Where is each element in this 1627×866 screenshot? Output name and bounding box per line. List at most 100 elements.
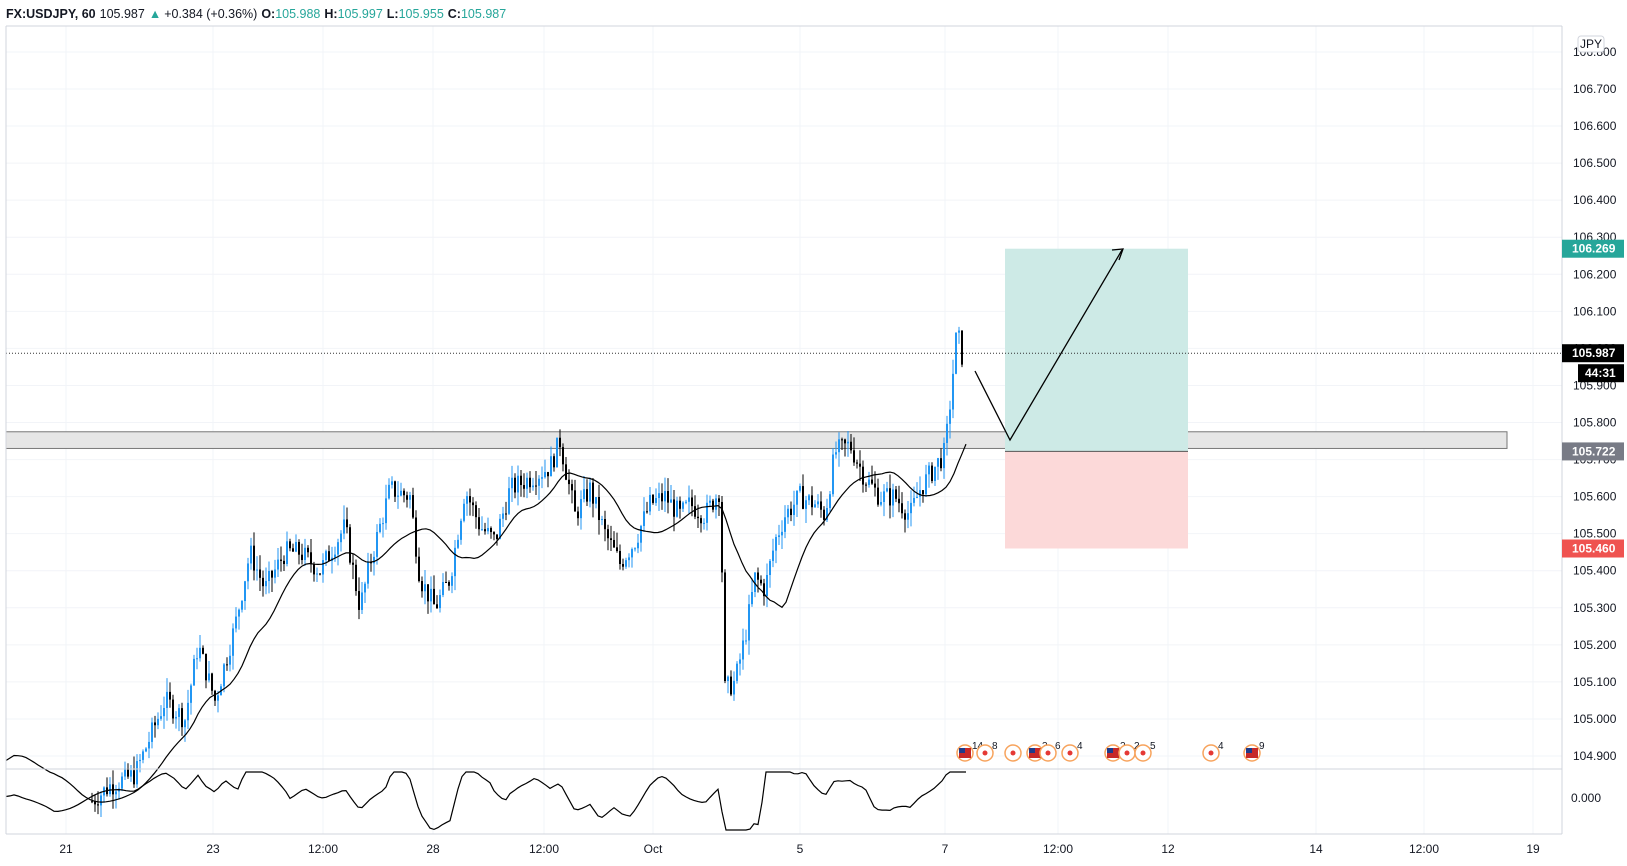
candle — [952, 359, 954, 419]
candle — [805, 495, 807, 523]
event-count-label: 4 — [1077, 741, 1083, 752]
candle — [880, 491, 882, 507]
projection-arrow[interactable] — [974, 249, 1123, 442]
candle — [436, 595, 438, 610]
candle — [634, 547, 636, 552]
candle — [631, 547, 633, 568]
candle — [652, 493, 654, 505]
candle — [637, 533, 639, 554]
candle — [277, 548, 279, 577]
time-tick-label: Oct — [644, 842, 663, 856]
candle — [328, 545, 330, 562]
time-tick-label: 12:00 — [308, 842, 338, 856]
candle — [319, 573, 321, 576]
candle — [136, 754, 138, 788]
candle — [907, 501, 909, 529]
candle — [838, 432, 840, 467]
price-tick-label: 106.500 — [1573, 156, 1617, 170]
candle — [931, 462, 933, 484]
last-price: 105.987 — [99, 7, 145, 21]
event-marker-icon[interactable] — [1004, 744, 1022, 762]
candle — [892, 483, 894, 518]
candle — [529, 471, 531, 493]
candle — [739, 653, 741, 676]
candle — [538, 475, 540, 500]
candle — [733, 671, 735, 701]
candle — [778, 524, 780, 545]
candle — [397, 481, 399, 509]
candle — [421, 576, 423, 598]
candle — [526, 472, 528, 499]
candle — [91, 792, 93, 804]
candle — [928, 462, 930, 488]
candle — [742, 628, 744, 670]
event-marker-icon[interactable]: 8 — [976, 741, 998, 762]
candle — [574, 479, 576, 512]
sr-zone[interactable] — [5, 431, 1508, 449]
time-tick-label: 12:00 — [1043, 842, 1073, 856]
arrow-head-icon — [1111, 248, 1124, 261]
time-tick-label: 14 — [1309, 842, 1323, 856]
candle — [727, 675, 729, 694]
long-position-target-area[interactable] — [1005, 248, 1188, 452]
candle — [901, 492, 903, 519]
candle — [793, 490, 795, 526]
time-axis[interactable]: 21 23 12:00 28 12:00 Oct 5 7 12:00 12 14 12:00 19 — [59, 842, 1540, 856]
candle — [235, 607, 237, 633]
candle — [298, 539, 300, 565]
event-marker-icon[interactable]: 5 — [1134, 741, 1156, 762]
candle — [517, 465, 519, 506]
event-marker-icon[interactable]: 4 — [1061, 741, 1083, 762]
candle — [379, 518, 381, 534]
candle — [358, 577, 360, 620]
candle — [796, 490, 798, 518]
us-flag-event-icon[interactable]: 9 — [1243, 741, 1265, 762]
candle — [640, 524, 642, 552]
candle — [214, 689, 216, 706]
price-axis[interactable]: 106.800106.700106.600106.500106.400106.3… — [1573, 45, 1617, 763]
candle — [559, 429, 561, 457]
candle — [148, 731, 150, 759]
candle — [175, 711, 177, 729]
stop-price-tag: 105.460 — [1562, 539, 1624, 558]
symbol-name[interactable]: FX:USDJPY, 60 — [6, 7, 96, 21]
event-marker-icon[interactable]: 2 — [1118, 741, 1140, 762]
candle — [250, 537, 252, 570]
candle — [895, 486, 897, 503]
candle — [853, 437, 855, 466]
event-count-label: 6 — [1055, 741, 1061, 752]
symbol-header: FX:USDJPY, 60 105.987 ▲ +0.384 (+0.36%) … — [6, 5, 506, 23]
candle — [511, 465, 513, 503]
candle — [877, 478, 879, 507]
event-marker-icon[interactable]: 4 — [1202, 741, 1224, 762]
countdown-tag: 44:31 — [1578, 364, 1624, 383]
currency-badge[interactable] — [1577, 35, 1605, 53]
candle — [274, 559, 276, 584]
candle — [382, 517, 384, 538]
candle — [400, 482, 402, 497]
candle — [625, 557, 627, 569]
entry-price-tag: 105.722 — [1562, 442, 1624, 461]
candle — [349, 524, 351, 565]
candle — [121, 772, 123, 792]
long-position-stop-area[interactable] — [1005, 451, 1188, 549]
us-flag-event-icon[interactable]: 14 — [956, 741, 984, 762]
candle — [409, 491, 411, 509]
low-label: L: — [386, 7, 399, 21]
candle — [616, 532, 618, 553]
event-marker-icon[interactable]: 6 — [1039, 741, 1061, 762]
event-count-label: 9 — [1259, 741, 1265, 752]
candle — [769, 558, 771, 588]
economic-events[interactable]: 14836422549 — [956, 741, 1265, 762]
candle — [466, 491, 468, 516]
candle — [283, 555, 285, 571]
candle — [904, 509, 906, 533]
candle — [139, 753, 141, 773]
candle — [817, 494, 819, 508]
candle — [97, 791, 99, 815]
candle — [610, 525, 612, 552]
price-tick-label: 106.200 — [1573, 267, 1617, 281]
candle — [427, 584, 429, 614]
candle — [196, 647, 198, 670]
